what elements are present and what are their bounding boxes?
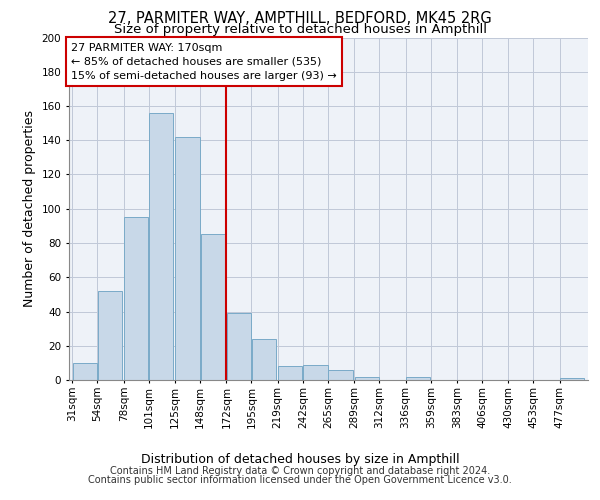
Text: Contains HM Land Registry data © Crown copyright and database right 2024.: Contains HM Land Registry data © Crown c… [110,466,490,476]
Bar [355,376,379,380]
Bar [278,366,302,380]
Bar [406,376,430,380]
Text: Distribution of detached houses by size in Ampthill: Distribution of detached houses by size … [140,453,460,466]
Bar [124,218,148,380]
Text: Contains public sector information licensed under the Open Government Licence v3: Contains public sector information licen… [88,475,512,485]
Bar [227,313,251,380]
Bar [98,291,122,380]
Y-axis label: Number of detached properties: Number of detached properties [23,110,36,307]
Bar [328,370,353,380]
Bar [560,378,584,380]
Bar [149,113,173,380]
Bar [175,137,200,380]
Text: 27 PARMITER WAY: 170sqm
← 85% of detached houses are smaller (535)
15% of semi-d: 27 PARMITER WAY: 170sqm ← 85% of detache… [71,42,337,80]
Text: Size of property relative to detached houses in Ampthill: Size of property relative to detached ho… [113,22,487,36]
Bar [303,364,328,380]
Bar [252,339,276,380]
Bar [200,234,225,380]
Bar [73,363,97,380]
Text: 27, PARMITER WAY, AMPTHILL, BEDFORD, MK45 2RG: 27, PARMITER WAY, AMPTHILL, BEDFORD, MK4… [108,11,492,26]
